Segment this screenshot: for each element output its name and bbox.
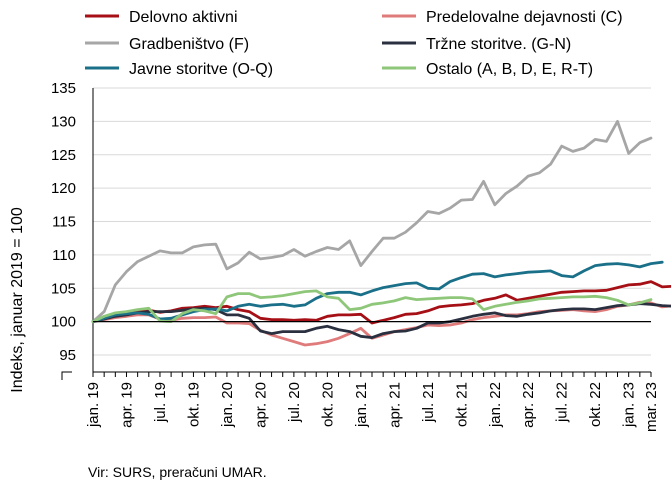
y-tick-label: 115 bbox=[52, 214, 76, 231]
y-axis-title: Indeks, januar 2019 = 100 bbox=[9, 207, 26, 393]
y-tick-label: 105 bbox=[51, 280, 76, 297]
legend: Delovno aktivni Predelovalne dejavnosti (… bbox=[85, 9, 623, 78]
x-tick-label: apr. 19 bbox=[118, 382, 135, 428]
y-tick-label: 110 bbox=[52, 247, 76, 264]
x-tick-label: jan. 20 bbox=[219, 382, 236, 428]
x-tick-label: okt. 21 bbox=[453, 382, 470, 427]
x-tick-label: apr. 20 bbox=[252, 382, 269, 428]
legend-label-1: Predelovalne dejavnosti (C) bbox=[426, 9, 623, 26]
legend-label-2: Gradbeništvo (F) bbox=[129, 36, 249, 53]
y-tick-label: 120 bbox=[51, 180, 76, 197]
x-tick-label: jul. 22 bbox=[554, 382, 571, 423]
x-tick-label: okt. 22 bbox=[587, 382, 604, 427]
x-tick-label: jan. 22 bbox=[487, 382, 504, 428]
y-tick-label: 135 bbox=[51, 80, 76, 97]
axes: 95 100 105 110 115 120 125 130 135 jan. 19 apr. 19… bbox=[51, 80, 660, 432]
legend-label-5: Ostalo (A, B, D, E, R-T) bbox=[426, 61, 593, 78]
y-tick-label: 95 bbox=[59, 347, 76, 364]
x-tick-label: apr. 21 bbox=[386, 382, 403, 428]
legend-label-4: Javne storitve (O-Q) bbox=[129, 61, 273, 78]
series-line-5 bbox=[91, 289, 653, 324]
x-tick-label: jan. 19 bbox=[85, 382, 102, 428]
x-tick-label: apr. 22 bbox=[520, 382, 537, 428]
series-line-4 bbox=[91, 260, 664, 324]
x-tick-label: jan. 21 bbox=[353, 382, 370, 428]
x-tick-label: jan. 23 bbox=[621, 382, 638, 428]
legend-label-3: Tržne storitve. (G-N) bbox=[426, 36, 571, 53]
y-tick-label: 100 bbox=[51, 314, 76, 331]
grid-lines bbox=[93, 87, 651, 356]
y-axis-break-mark bbox=[61, 371, 72, 380]
y-tick-label: 125 bbox=[51, 147, 76, 164]
x-tick-label: okt. 19 bbox=[185, 382, 202, 427]
x-tick-label: jul. 21 bbox=[420, 382, 437, 423]
x-tick-label: jul. 19 bbox=[152, 382, 169, 423]
series-line-2 bbox=[91, 120, 653, 324]
x-tick-label: okt. 20 bbox=[319, 382, 336, 427]
legend-label-0: Delovno aktivni bbox=[129, 9, 238, 26]
y-tick-label: 130 bbox=[51, 113, 76, 130]
source-note: Vir: SURS, preračuni UMAR. bbox=[88, 464, 267, 480]
series-line-0 bbox=[91, 280, 671, 325]
x-tick-label: mar. 23 bbox=[643, 382, 660, 432]
x-tick-label: jul. 20 bbox=[286, 382, 303, 423]
series-lines bbox=[91, 120, 671, 347]
